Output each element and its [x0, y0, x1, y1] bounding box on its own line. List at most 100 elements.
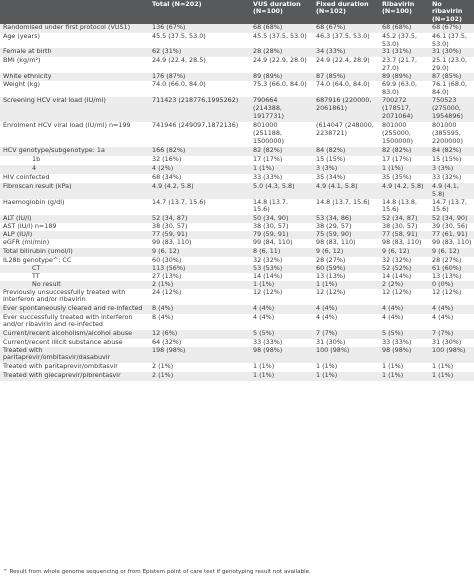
row-cell: 68 (68%)	[250, 24, 313, 34]
row-cell: 74.0 (64.0, 84.0)	[313, 81, 379, 98]
row-cell: 198 (98%)	[149, 346, 250, 363]
row-cell: 9 (6, 12)	[429, 247, 474, 257]
row-cell: 68 (68%)	[379, 24, 429, 34]
row-cell: 60 (30%)	[149, 256, 250, 265]
row-cell: 50 (34, 90)	[250, 214, 313, 223]
row-cell: 4.9 (4.1, 5.8)	[429, 183, 474, 199]
table-row: eGFR (ml/min) 99 (83, 110) 99 (84, 110) 98 …	[0, 238, 474, 248]
row-cell: 46.3 (37.5, 53.0)	[313, 33, 379, 49]
row-label: IL28b genotype^: CC	[0, 256, 149, 265]
row-cell: 5 (5%)	[250, 329, 313, 339]
row-label: Enrolment HCV viral load (IU/ml) n=199	[0, 122, 149, 148]
row-label: Previously unsuccessfully treated with i…	[0, 288, 149, 305]
table-row: White ethnicity 176 (87%) 89 (89%) 87 (85%)…	[0, 73, 474, 82]
row-cell: 99 (83, 110)	[149, 238, 250, 248]
row-cell: 4.9 (4.2, 5.8)	[149, 183, 250, 199]
row-cell: 3 (3%)	[313, 165, 379, 175]
row-cell: 750523 (275000, 1954896)	[429, 97, 474, 123]
row-cell: 45.2 (37.5, 53.0)	[379, 33, 429, 49]
table-row: Haemoglobin (g/dl) 14.7 (13.7, 15.6) 14.8 …	[0, 198, 474, 215]
row-cell: 62 (31%)	[149, 48, 250, 58]
header-no-ribavirin: No ribavirin (N=102)	[429, 0, 474, 25]
row-cell: 98 (83, 110)	[379, 238, 429, 248]
row-cell: 4 (2%)	[149, 165, 250, 175]
row-cell: 100 (98%)	[429, 346, 474, 363]
row-cell: 9 (6, 12)	[379, 247, 429, 257]
row-cell: 1 (1%)	[429, 371, 474, 381]
row-label: Female at birth	[0, 48, 149, 58]
row-cell: 4 (4%)	[379, 304, 429, 314]
row-cell: 39 (30, 56)	[429, 222, 474, 231]
row-cell: 1 (1%)	[250, 362, 313, 372]
table-row: Current/recent illicit substance abuse 64…	[0, 338, 474, 347]
row-cell: 0 (0%)	[429, 280, 474, 289]
row-cell: 24.9 (22.9, 28.0)	[250, 57, 313, 74]
row-cell: 33 (33%)	[250, 174, 313, 184]
row-cell: 99 (84, 110)	[250, 238, 313, 248]
table-row: TT 27 (13%) 14 (14%) 13 (13%) 14 (14%) 13 (13…	[0, 272, 474, 281]
row-cell: 53 (53%)	[250, 264, 313, 273]
row-cell: 14.8 (13.8, 15.6)	[379, 198, 429, 215]
row-cell: 24.9 (22.4, 28.9)	[313, 57, 379, 74]
row-cell: 4 (4%)	[250, 304, 313, 314]
row-cell: 99 (83, 110)	[429, 238, 474, 248]
row-cell: 38 (30, 57)	[250, 222, 313, 231]
row-cell: 89 (89%)	[250, 73, 313, 82]
row-cell: 3 (3%)	[429, 165, 474, 175]
row-cell: 5.0 (4.3, 5.8)	[250, 183, 313, 199]
row-label: Randomised under first protocol (VUS1)	[0, 24, 149, 34]
row-label: No result	[0, 280, 149, 289]
table-row: Ever successfully treated with interfero…	[0, 313, 474, 330]
row-cell: 13 (13%)	[429, 272, 474, 281]
row-cell: 52 (34, 87)	[149, 214, 250, 223]
row-cell: 33 (32%)	[429, 174, 474, 184]
row-cell: 69.9 (63.0, 83.0)	[379, 81, 429, 98]
row-cell: 1 (1%)	[250, 165, 313, 175]
row-cell: 89 (89%)	[379, 73, 429, 82]
row-cell: 60 (59%)	[313, 264, 379, 273]
row-cell: 4 (4%)	[250, 313, 313, 330]
row-cell: 1 (1%)	[250, 280, 313, 289]
row-label: Treated with paritaprevir/ombitasvir	[0, 362, 149, 372]
row-cell: 14.8 (13.7, 15.6)	[313, 198, 379, 215]
table-body: Randomised under first protocol (VUS1) 13…	[0, 24, 474, 381]
row-cell: 700272 (178517, 2071064)	[379, 97, 429, 123]
row-cell: 31 (30%)	[429, 48, 474, 58]
row-cell: 79 (59, 91)	[250, 230, 313, 239]
row-cell: 5 (5%)	[379, 329, 429, 339]
header-vus-duration: VUS duration (N=100)	[250, 0, 313, 25]
row-label: AST (IU/l) n=189	[0, 222, 149, 231]
table-row: Age (years) 45.5 (37.5, 53.0) 45.5 (37.5, …	[0, 33, 474, 49]
row-cell: 8 (4%)	[149, 304, 250, 314]
row-cell: 687916 (220000, 2061861)	[313, 97, 379, 123]
row-cell: 31 (30%)	[313, 338, 379, 347]
row-cell: 32 (32%)	[379, 256, 429, 265]
row-cell: 23.7 (21.7, 27.0)	[379, 57, 429, 74]
row-cell: 136 (67%)	[149, 24, 250, 34]
row-cell: 38 (30, 57)	[149, 222, 250, 231]
row-cell: 46.1 (37.5, 53.0)	[429, 33, 474, 49]
row-cell: 31 (31%)	[379, 48, 429, 58]
row-cell: 75.3 (66.0, 84.0)	[250, 81, 313, 98]
table-footnote: ^ Result from whole genome sequencing or…	[3, 569, 311, 575]
row-label: CT	[0, 264, 149, 273]
row-cell: 82 (82%)	[379, 147, 429, 157]
table-row: AST (IU/l) n=189 38 (30, 57) 38 (30, 57) 38…	[0, 222, 474, 231]
row-cell: 1 (1%)	[313, 362, 379, 372]
row-cell: 28 (28%)	[250, 48, 313, 58]
row-cell: 2 (1%)	[149, 280, 250, 289]
row-label: Weight (kg)	[0, 81, 149, 98]
row-cell: 100 (98%)	[313, 346, 379, 363]
row-cell: 4 (4%)	[379, 313, 429, 330]
row-cell: 12 (12%)	[379, 288, 429, 305]
row-cell: 12 (12%)	[313, 288, 379, 305]
row-cell: 32 (16%)	[149, 156, 250, 166]
row-cell: 32 (32%)	[250, 256, 313, 265]
row-cell: 33 (33%)	[250, 338, 313, 347]
row-cell: 4 (4%)	[313, 313, 379, 330]
row-cell: 12 (12%)	[250, 288, 313, 305]
table-row: ALP (IU/l) 77 (59, 91) 79 (59, 91) 75 (59, …	[0, 230, 474, 239]
table-row: Treated with paritaprevir/ombitasvir 2 (1…	[0, 362, 474, 372]
row-cell: 68 (67%)	[313, 24, 379, 34]
table-row: ALT (IU/l) 52 (34, 87) 50 (34, 90) 53 (34, …	[0, 214, 474, 223]
